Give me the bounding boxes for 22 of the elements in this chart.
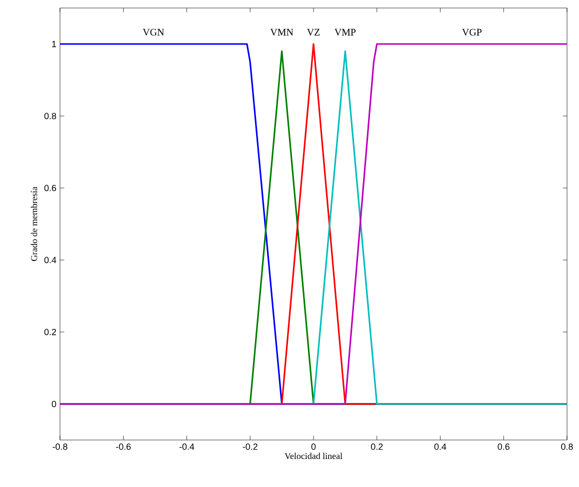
x-tick-label: -0.2: [242, 444, 258, 450]
x-tick-label: -0.8: [52, 444, 68, 450]
y-tick-label: 0.6: [44, 184, 56, 192]
y-tick-label: 1: [52, 40, 56, 48]
series-label: VMN: [270, 28, 294, 36]
x-tick-label: 0.2: [370, 444, 383, 450]
x-tick-label: -0.6: [116, 444, 131, 450]
series-label: VGN: [142, 28, 164, 36]
y-tick-label: 0.4: [44, 256, 56, 264]
y-tick-label: 0.2: [44, 328, 56, 336]
x-tick-label: 0: [311, 444, 316, 450]
y-axis-title: Grado de membresía: [30, 186, 38, 261]
y-tick-label: 0.8: [44, 112, 56, 120]
x-tick-label: 0.8: [561, 444, 573, 450]
x-tick-label: 0.6: [498, 444, 510, 450]
series-label: VGP: [462, 28, 482, 36]
x-tick-label: -0.4: [179, 444, 194, 450]
y-tick-label: 0: [52, 400, 56, 408]
series-label: VMP: [334, 28, 356, 36]
x-axis-title: Velocidad lineal: [284, 452, 342, 460]
series-label: VZ: [306, 28, 320, 36]
x-tick-label: 0.4: [434, 444, 446, 450]
